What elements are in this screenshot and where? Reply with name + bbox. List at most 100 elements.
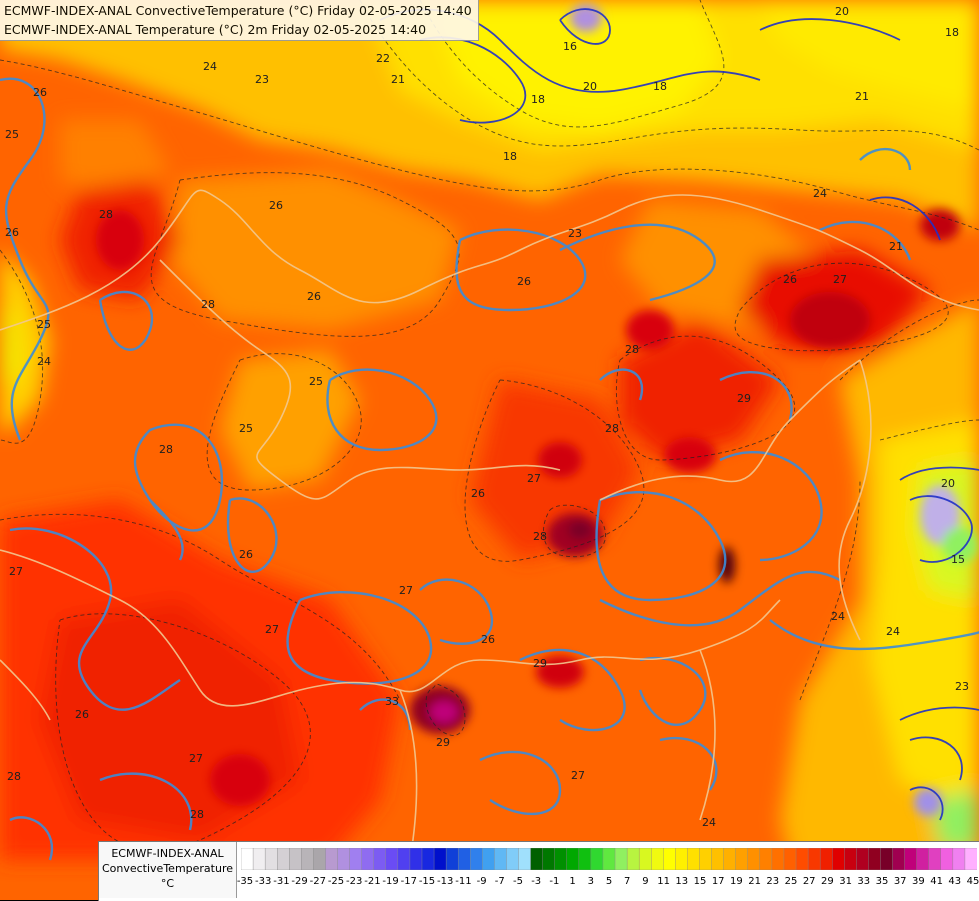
contour-label: 18	[503, 150, 517, 163]
legend-tick-label: 35	[875, 876, 889, 887]
legend-swatch	[590, 848, 604, 870]
legend-swatch	[494, 848, 507, 870]
legend-tick-label: 25	[784, 876, 798, 887]
legend-tick-label: -13	[437, 876, 454, 887]
legend-swatch	[844, 848, 857, 870]
contour-label: 20	[835, 5, 849, 18]
legend-tick-label: -21	[364, 876, 381, 887]
legend-swatch	[518, 848, 532, 870]
legend-tick-label: 23	[766, 876, 780, 887]
legend-tick-label: -17	[400, 876, 417, 887]
legend-tick-label: 39	[912, 876, 925, 887]
legend-swatch	[638, 848, 652, 870]
contour-label: 18	[945, 26, 959, 39]
legend-swatch	[880, 848, 894, 870]
contour-label: 25	[309, 375, 323, 388]
contour-label: 24	[702, 816, 716, 829]
contour-label: 27	[265, 623, 279, 636]
legend-tick-label: -25	[327, 876, 345, 887]
legend-tick-label: -23	[346, 876, 363, 887]
legend-swatch	[313, 848, 326, 870]
legend-swatch	[457, 848, 471, 870]
legend-swatch	[964, 848, 977, 870]
legend-tick-label: 29	[821, 876, 834, 887]
legend-swatch	[904, 848, 918, 870]
contour-label: 28	[190, 808, 204, 821]
legend-swatch	[614, 848, 628, 870]
legend-swatch	[783, 848, 797, 870]
legend-swatch	[832, 848, 845, 870]
contour-label: 24	[37, 355, 51, 368]
legend-swatch	[482, 848, 495, 870]
legend-tick-label: 11	[657, 876, 670, 887]
contour-label: 26	[481, 633, 495, 646]
legend-tick-label: 1	[569, 876, 576, 887]
legend-swatch	[735, 848, 749, 870]
contour-label: 24	[886, 625, 900, 638]
legend-title: ECMWF-INDEX-ANAL ConvectiveTemperature °…	[99, 842, 237, 898]
legend-swatch	[916, 848, 930, 870]
contour-label: 29	[533, 657, 547, 670]
legend-swatch	[687, 848, 700, 870]
legend-swatch	[264, 848, 278, 870]
legend-swatch	[506, 848, 520, 870]
legend-swatch	[856, 848, 869, 870]
legend-swatch	[663, 848, 676, 870]
legend-swatch	[409, 848, 423, 870]
legend-swatch	[723, 848, 737, 870]
header-line-convective: ECMWF-INDEX-ANAL ConvectiveTemperature (…	[4, 3, 472, 18]
contour-label: 26	[239, 548, 253, 561]
contour-label: 24	[831, 610, 845, 623]
legend-tick-label: -5	[513, 876, 523, 887]
legend-tick-label: 15	[693, 876, 707, 887]
legend-swatch	[349, 848, 363, 870]
country-borders	[0, 189, 979, 861]
contour-label: 26	[517, 275, 531, 288]
contour-label: 27	[527, 472, 541, 485]
contour-label: 26	[307, 290, 321, 303]
legend-unit: °C	[160, 877, 175, 890]
legend-tick-label: 37	[893, 876, 907, 887]
contour-label: 27	[571, 769, 585, 782]
legend-color-bar	[241, 848, 977, 870]
contour-label: 28	[625, 343, 639, 356]
legend-swatch	[626, 848, 640, 870]
legend-tick-label: 7	[624, 876, 631, 887]
legend-tick-label: 27	[802, 876, 816, 887]
legend-swatch	[325, 848, 339, 870]
contour-label: 26	[5, 226, 19, 239]
legend-swatch	[928, 848, 942, 870]
legend-swatch	[651, 848, 664, 870]
legend-swatch	[542, 848, 556, 870]
legend-swatch	[566, 848, 580, 870]
legend-swatch	[421, 848, 435, 870]
contour-label: 24	[813, 187, 827, 200]
legend-swatch	[807, 848, 821, 870]
contour-label: 27	[9, 565, 23, 578]
contour-label: 27	[399, 584, 413, 597]
legend-swatch	[819, 848, 833, 870]
contour-label: 25	[5, 128, 19, 141]
legend-swatch	[241, 848, 254, 870]
legend-tick-label: -35	[236, 876, 254, 887]
contour-label: 26	[471, 487, 485, 500]
contour-label: 20	[941, 477, 955, 490]
legend-swatch	[952, 848, 966, 870]
contour-label: 23	[255, 73, 269, 86]
contour-label: 15	[951, 553, 965, 566]
contour-label: 26	[75, 708, 89, 721]
contour-label: 28	[159, 443, 173, 456]
legend-tick-label: 3	[587, 876, 594, 887]
legend-swatch	[892, 848, 906, 870]
contour-label: 21	[855, 90, 869, 103]
legend-tick-label: -9	[476, 876, 487, 887]
color-legend: ECMWF-INDEX-ANAL ConvectiveTemperature °…	[98, 841, 979, 901]
legend-tick-label: -15	[418, 876, 436, 887]
contour-label: 26	[783, 273, 797, 286]
legend-tick-label: 45	[966, 876, 979, 887]
legend-swatch	[530, 848, 544, 870]
legend-swatch	[397, 848, 411, 870]
legend-swatch	[771, 848, 785, 870]
contour-label: 27	[833, 273, 847, 286]
